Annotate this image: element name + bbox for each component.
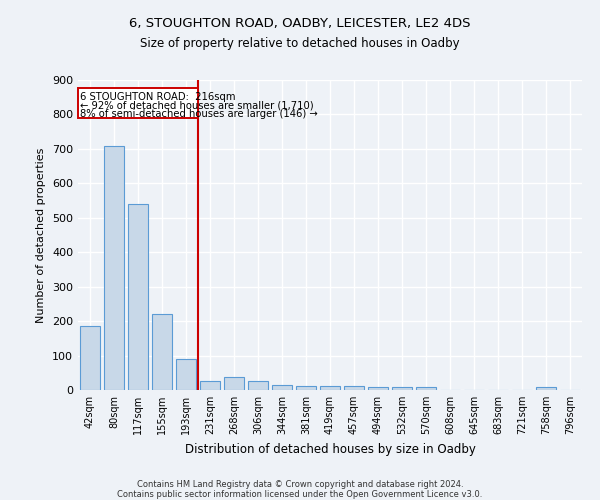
Y-axis label: Number of detached properties: Number of detached properties [37,148,46,322]
Bar [104,146,124,390]
Bar [128,204,148,390]
Bar [320,386,340,390]
Bar [152,314,172,390]
Text: ← 92% of detached houses are smaller (1,710): ← 92% of detached houses are smaller (1,… [80,100,314,110]
X-axis label: Distribution of detached houses by size in Oadby: Distribution of detached houses by size … [185,442,475,456]
Bar [344,386,364,390]
Bar [224,377,244,390]
Bar [200,380,220,390]
Bar [392,386,412,390]
Bar [272,385,292,390]
Bar [80,326,100,390]
Text: Size of property relative to detached houses in Oadby: Size of property relative to detached ho… [140,38,460,51]
Text: 8% of semi-detached houses are larger (146) →: 8% of semi-detached houses are larger (1… [80,109,318,119]
Bar [536,387,556,390]
Bar [248,382,268,390]
Bar [368,387,388,390]
Bar [176,359,196,390]
FancyBboxPatch shape [78,88,198,118]
Text: 6 STOUGHTON ROAD:  216sqm: 6 STOUGHTON ROAD: 216sqm [80,92,236,102]
Bar [296,386,316,390]
Text: Contains HM Land Registry data © Crown copyright and database right 2024.: Contains HM Land Registry data © Crown c… [137,480,463,489]
Text: 6, STOUGHTON ROAD, OADBY, LEICESTER, LE2 4DS: 6, STOUGHTON ROAD, OADBY, LEICESTER, LE2… [129,18,471,30]
Bar [416,387,436,390]
Text: Contains public sector information licensed under the Open Government Licence v3: Contains public sector information licen… [118,490,482,499]
